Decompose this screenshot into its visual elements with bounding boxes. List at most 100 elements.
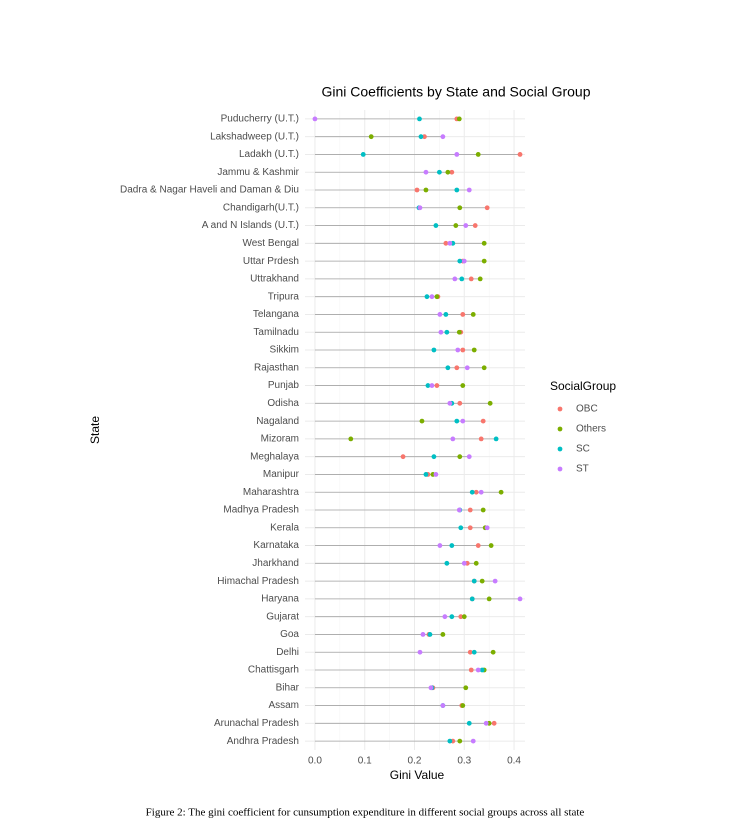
dot	[419, 418, 425, 424]
dot	[475, 667, 481, 673]
dot	[470, 312, 476, 317]
y-tick-label: Lakshadweep (U.T.)	[210, 131, 299, 142]
y-tick-label: Himachal Pradesh	[217, 576, 299, 587]
y-tick-label: Delhi	[276, 647, 299, 658]
x-tick-label: 0.0	[308, 756, 322, 767]
dot	[467, 525, 473, 531]
y-tick-label: Punjab	[268, 380, 300, 391]
dot	[471, 578, 477, 584]
y-tick-label: A and N Islands (U.T.)	[202, 220, 299, 231]
y-tick-label: Tripura	[268, 291, 300, 302]
dot	[429, 294, 435, 300]
x-tick-label: 0.2	[408, 756, 422, 767]
dot	[456, 116, 462, 122]
dot	[449, 614, 455, 620]
dot	[458, 614, 464, 620]
dot	[477, 276, 483, 282]
caption: Figure 2: The gini coefficient for cunsu…	[146, 807, 585, 819]
y-tick-label: Sikkim	[270, 345, 299, 356]
y-tick-label: West Bengal	[242, 238, 299, 249]
dot	[493, 436, 499, 442]
y-tick-label: Rajasthan	[254, 362, 299, 373]
dot	[466, 454, 472, 460]
legend-label: OBC	[576, 404, 598, 415]
dot	[457, 738, 463, 744]
dot	[517, 152, 523, 157]
dot	[423, 472, 429, 477]
dot	[467, 507, 473, 513]
dot	[427, 632, 433, 637]
dot	[491, 720, 497, 726]
dot	[452, 276, 458, 282]
dot	[469, 489, 475, 495]
dot	[445, 169, 451, 175]
dot	[479, 578, 485, 584]
legend-marker	[557, 426, 563, 432]
dot	[442, 614, 448, 620]
dot	[368, 134, 374, 140]
y-tick-label: Goa	[280, 629, 299, 640]
dot	[498, 489, 504, 495]
y-tick-label: Arunachal Pradesh	[214, 718, 299, 729]
dot	[490, 649, 496, 655]
x-axis-title: Gini Value	[390, 768, 445, 782]
y-tick-label: Andhra Pradesh	[227, 736, 299, 747]
y-tick-label: Haryana	[261, 594, 299, 605]
dot	[437, 543, 443, 548]
dot	[434, 383, 440, 388]
dot	[436, 169, 442, 175]
dot	[414, 187, 420, 193]
dot	[461, 560, 467, 566]
dot	[433, 223, 439, 228]
dot	[360, 152, 366, 157]
dot	[472, 223, 478, 228]
dot	[456, 329, 462, 335]
dot	[457, 258, 463, 264]
dot	[460, 703, 466, 708]
dot	[455, 347, 461, 353]
y-tick-label: Tamilnadu	[253, 327, 299, 338]
dot	[457, 454, 463, 460]
dot	[464, 365, 470, 371]
legend-label: ST	[576, 464, 589, 475]
dot	[434, 294, 440, 300]
dot	[466, 720, 472, 726]
y-tick-label: Karnataka	[253, 540, 299, 551]
dot	[440, 703, 446, 708]
dot	[440, 632, 446, 637]
dot	[468, 667, 474, 673]
y-tick-label: Manipur	[263, 469, 300, 480]
dot	[460, 383, 466, 388]
legend-marker	[557, 406, 563, 412]
legend-label: Others	[576, 424, 606, 435]
y-tick-label: Telangana	[253, 309, 300, 320]
dot	[447, 400, 453, 406]
y-tick-label: Dadra & Nagar Haveli and Daman & Diu	[120, 185, 299, 196]
y-tick-label: Kerala	[270, 522, 299, 533]
dot	[463, 223, 469, 228]
y-tick-label: Gujarat	[266, 611, 299, 622]
dot	[431, 347, 437, 353]
legend-title: SocialGroup	[550, 379, 616, 393]
legend-label: SC	[576, 444, 590, 455]
dot	[458, 525, 464, 531]
dot	[481, 365, 487, 371]
dot	[484, 205, 490, 211]
dot	[428, 685, 434, 691]
y-tick-label: Jammu & Kashmir	[217, 167, 299, 178]
dot	[449, 169, 455, 175]
y-tick-label: Madhya Pradesh	[223, 505, 299, 516]
dot	[447, 240, 453, 246]
dot	[444, 560, 450, 566]
dot	[418, 134, 424, 140]
dot	[460, 418, 466, 424]
y-tick-label: Uttar Prdesh	[243, 256, 299, 267]
dot	[417, 205, 423, 211]
legend-marker	[557, 446, 563, 452]
dot	[348, 436, 354, 442]
y-tick-label: Mizoram	[261, 434, 299, 445]
dot	[423, 169, 429, 175]
dot	[478, 489, 484, 495]
dot	[475, 543, 481, 548]
dot	[424, 294, 430, 300]
